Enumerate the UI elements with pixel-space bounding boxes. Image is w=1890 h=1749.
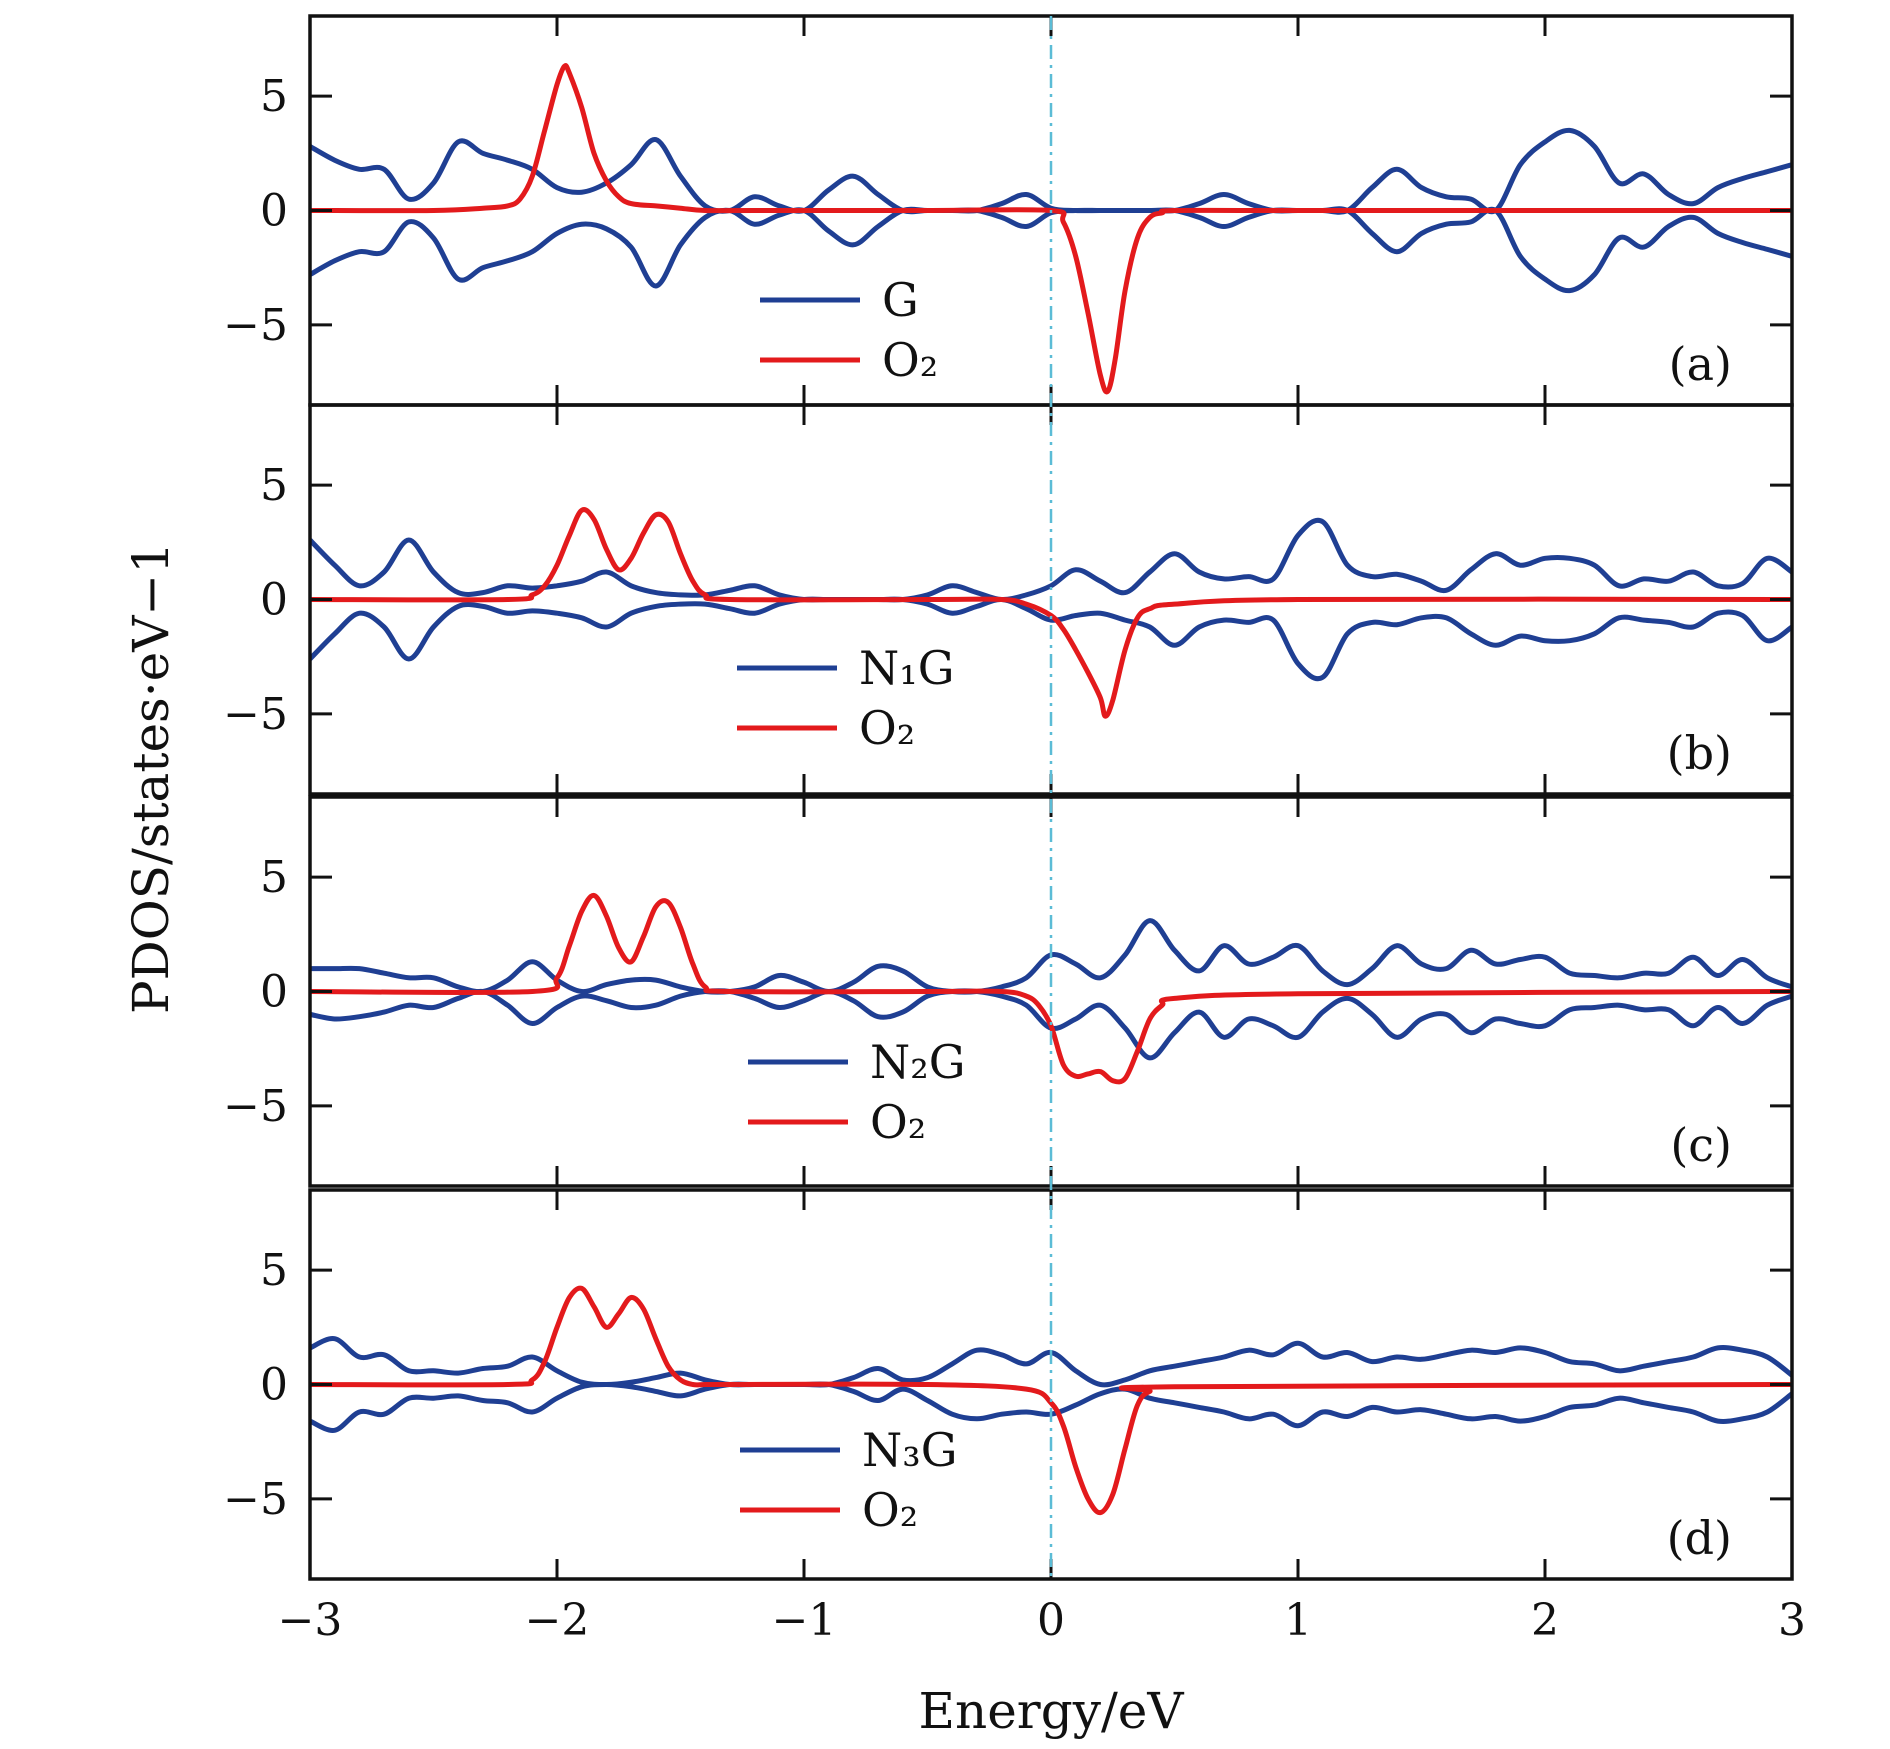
panels-layer: 5 0 −5 G O₂ (a) 5 0 −5 N₁G O₂ (b) 5 0 −5 N₂G O₂ (c) 5 0 −5 N₃… bbox=[223, 14, 1794, 1581]
series-line-blue-spin-up bbox=[310, 517, 1792, 603]
y-tick-label: −5 bbox=[223, 1474, 288, 1525]
plot-area bbox=[310, 507, 1792, 719]
x-tick-label: −2 bbox=[525, 1595, 590, 1646]
series-line-red-o2 bbox=[310, 63, 1792, 395]
panel-a: 5 0 −5 G O₂ (a) bbox=[223, 14, 1794, 407]
x-tick-label: 3 bbox=[1778, 1595, 1806, 1646]
x-tick-labels: −3 −2 −1 0 1 2 3 bbox=[278, 1595, 1806, 1646]
y-tick-label: −5 bbox=[223, 300, 288, 351]
y-tick-label: 5 bbox=[260, 852, 288, 903]
legend-label: N₁G bbox=[859, 641, 954, 695]
series-line-red-o2 bbox=[310, 507, 1792, 719]
y-tick-label: 5 bbox=[260, 460, 288, 511]
legend-label: O₂ bbox=[882, 333, 938, 387]
y-tick-label: 5 bbox=[260, 1245, 288, 1296]
panel-tag: (d) bbox=[1667, 1511, 1732, 1565]
panel-b: 5 0 −5 N₁G O₂ (b) bbox=[223, 403, 1794, 796]
legend: N₁G O₂ bbox=[737, 641, 954, 755]
x-tick-label: −1 bbox=[772, 1595, 837, 1646]
x-tick-label: −3 bbox=[278, 1595, 343, 1646]
x-tick-label: 0 bbox=[1037, 1595, 1065, 1646]
legend-label: N₂G bbox=[870, 1035, 965, 1089]
x-tick-label: 2 bbox=[1531, 1595, 1559, 1646]
series-line-red-o2 bbox=[310, 892, 1792, 1085]
panel-tag: (a) bbox=[1669, 337, 1732, 391]
x-tick-label: 1 bbox=[1284, 1595, 1312, 1646]
series-line-blue-spin-down bbox=[310, 596, 1792, 682]
legend-label: O₂ bbox=[870, 1095, 926, 1149]
panel-tag: (c) bbox=[1670, 1118, 1732, 1172]
y-tick-label: 0 bbox=[260, 575, 288, 626]
legend-label: G bbox=[882, 273, 919, 327]
legend: G O₂ bbox=[760, 273, 938, 387]
y-axis-title: PDOS/states·eV−1 bbox=[122, 542, 180, 1014]
series-line-red-o2 bbox=[310, 1285, 1792, 1516]
y-tick-label: 0 bbox=[260, 186, 288, 237]
panel-d: 5 0 −5 N₃G O₂ (d) bbox=[223, 1188, 1794, 1581]
x-axis-title: Energy/eV bbox=[919, 1682, 1185, 1740]
legend: N₃G O₂ bbox=[740, 1423, 957, 1537]
y-tick-label: −5 bbox=[223, 1081, 288, 1132]
panel-tag: (b) bbox=[1667, 726, 1732, 780]
legend-label: N₃G bbox=[862, 1423, 957, 1477]
y-tick-label: −5 bbox=[223, 689, 288, 740]
y-tick-label: 0 bbox=[260, 1360, 288, 1411]
y-tick-label: 5 bbox=[260, 71, 288, 122]
y-tick-label: 0 bbox=[260, 967, 288, 1018]
legend: N₂G O₂ bbox=[748, 1035, 965, 1149]
legend-label: O₂ bbox=[862, 1483, 918, 1537]
panel-c: 5 0 −5 N₂G O₂ (c) bbox=[223, 795, 1794, 1188]
legend-label: O₂ bbox=[859, 701, 915, 755]
